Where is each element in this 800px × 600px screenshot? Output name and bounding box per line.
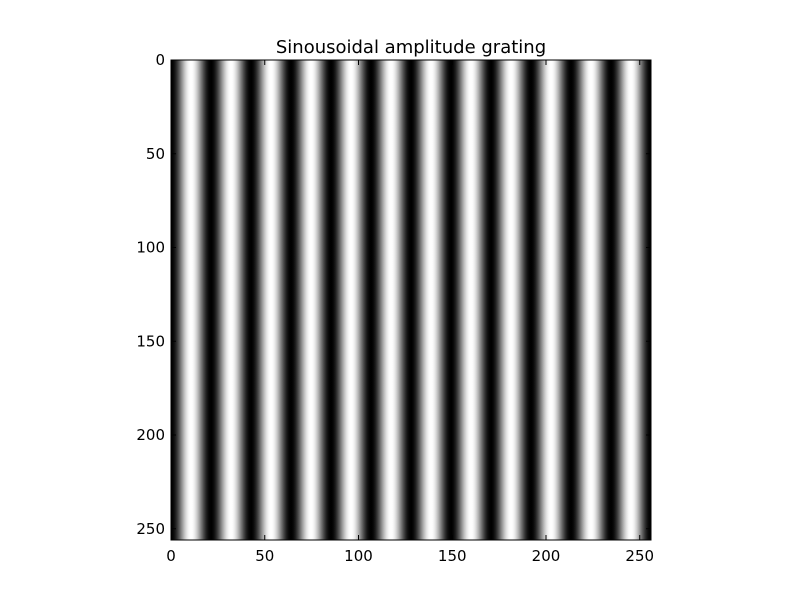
chart-title: Sinousoidal amplitude grating bbox=[276, 37, 546, 58]
x-tick-label: 250 bbox=[625, 547, 654, 565]
plot-frame bbox=[170, 59, 652, 541]
y-tick-labels: 0 50 100 150 200 250 bbox=[136, 51, 165, 538]
x-tick-label: 200 bbox=[532, 547, 561, 565]
grating-image bbox=[171, 60, 651, 540]
x-tick-label: 50 bbox=[255, 547, 274, 565]
x-tick-label: 0 bbox=[166, 547, 176, 565]
x-tick-label: 150 bbox=[438, 547, 467, 565]
y-tick-label: 150 bbox=[136, 332, 165, 350]
y-tick-label: 0 bbox=[155, 51, 165, 69]
y-tick-label: 250 bbox=[136, 520, 165, 538]
y-tick-label: 100 bbox=[136, 239, 165, 257]
x-tick-label: 100 bbox=[344, 547, 373, 565]
x-tick-labels: 0 50 100 150 200 250 bbox=[166, 547, 654, 565]
y-tick-label: 200 bbox=[136, 426, 165, 444]
y-tick-label: 50 bbox=[146, 145, 165, 163]
